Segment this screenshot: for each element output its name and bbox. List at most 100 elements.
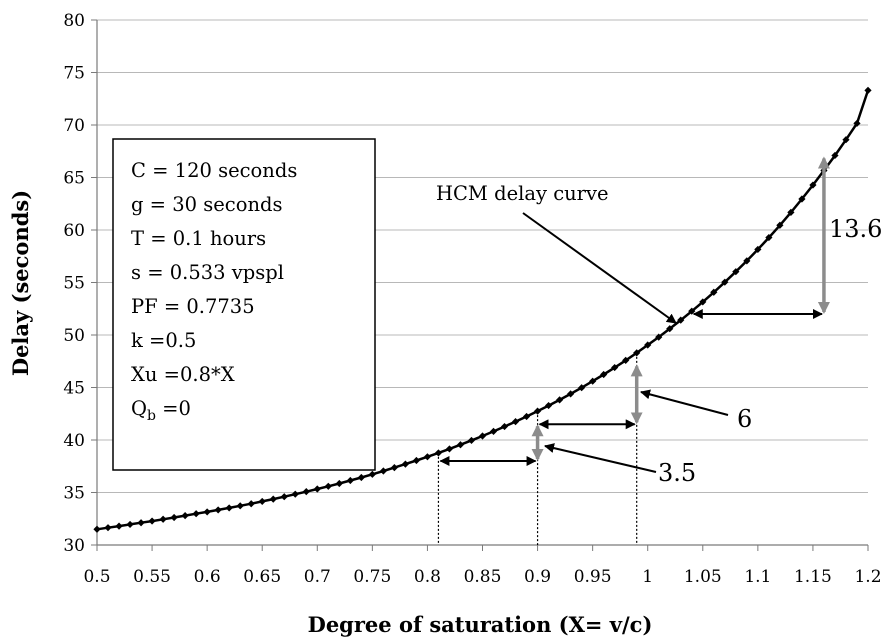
param-qb-sub: b [147,408,156,424]
param-c: C = 120 seconds [131,159,297,182]
axes [96,20,869,551]
value-6-pointer [640,389,729,416]
data-point [148,517,156,525]
y-tick-label: 35 [63,484,85,504]
data-point [225,504,233,512]
data-point [556,396,564,404]
data-point [864,86,872,94]
data-point [732,268,740,276]
value-label-6: 6 [737,405,752,433]
x-tick-label: 0.65 [243,567,281,587]
data-point [776,221,784,229]
parameter-box-border [112,138,376,471]
data-point [611,363,619,372]
parameter-box: C = 120 seconds g = 30 seconds T = 0.1 h… [112,138,376,471]
y-tick-label: 50 [63,326,85,346]
param-t: T = 0.1 hours [131,227,266,250]
x-tick-label: 0.85 [464,567,502,587]
data-point [192,510,200,518]
data-point [754,245,762,254]
y-tick-label: 45 [63,379,85,399]
param-xu: Xu =0.8*X [131,363,235,386]
delay-curve [93,86,872,533]
data-point [104,524,112,532]
value-label-3.5: 3.5 [658,459,696,487]
data-point [291,490,299,498]
data-point [313,485,321,493]
data-point [137,519,145,527]
x-tick-label: 1 [642,567,653,587]
curve-label-pointer [522,212,677,324]
data-point [412,456,421,465]
data-point [489,427,498,435]
data-point [798,195,806,203]
data-point [743,257,751,265]
data-point [533,407,542,415]
x-tick-label: 1.05 [684,567,722,587]
data-point [644,341,652,349]
y-tick-label: 65 [63,169,85,189]
data-point [181,512,189,520]
x-tick-labels: 0.5 0.55 0.6 0.65 0.7 0.75 0.8 0.85 0.9 0.95 1 1.05… [83,567,881,587]
data-point [600,370,608,379]
x-tick-label: 1.2 [854,567,881,587]
curve-label: HCM delay curve [436,182,609,205]
data-point [401,460,409,468]
data-point [214,506,222,514]
param-g: g = 30 seconds [131,193,283,216]
y-tick-label: 40 [63,431,85,451]
param-pf: PF = 0.7735 [131,295,255,318]
difference-arrows [439,156,830,466]
data-point [677,316,685,324]
data-point [842,136,850,144]
data-point [500,422,509,431]
data-point [655,333,663,341]
data-point [633,349,641,357]
data-point [522,412,531,421]
data-point [368,470,376,478]
x-tick-label: 0.55 [133,567,171,587]
x-tick-label: 0.95 [574,567,612,587]
data-point [589,377,597,385]
x-tick-label: 1.1 [744,567,771,587]
data-point [467,436,476,445]
x-tick-label: 0.8 [414,567,441,587]
y-tick-labels: 30 35 40 45 50 55 60 65 70 75 80 [63,11,85,556]
x-tick-label: 0.6 [194,567,221,587]
data-point [787,208,795,216]
data-point [765,233,773,242]
data-point [423,453,432,461]
data-point [434,449,443,457]
data-point [247,500,255,508]
data-point [302,488,310,496]
data-point [478,432,487,440]
data-point [809,181,817,189]
data-point [236,502,244,510]
data-point [203,508,211,516]
data-point [357,473,365,482]
data-point [159,515,167,523]
data-point [456,441,465,449]
x-tick-label: 0.75 [353,567,391,587]
x-tick-label: 0.7 [304,567,331,587]
x-tick-label: 0.9 [524,567,551,587]
param-k: k =0.5 [131,329,196,352]
x-axis-title: Degree of saturation (X= v/c) [308,612,653,637]
data-point [126,520,134,529]
value-3.5-pointer [544,443,657,473]
y-tick-label: 80 [63,11,85,31]
x-tick-label: 0.5 [83,567,110,587]
param-qb: Qb =0 [131,397,191,424]
y-axis-title: Delay (seconds) [8,190,33,376]
data-point [567,390,575,398]
data-point [115,522,123,530]
data-point [170,513,178,522]
data-point [269,495,277,503]
data-point [280,493,288,501]
data-point [666,325,674,333]
x-tick-label: 1.15 [794,567,832,587]
data-point [445,445,454,453]
data-point [622,356,630,365]
data-point [699,298,707,306]
